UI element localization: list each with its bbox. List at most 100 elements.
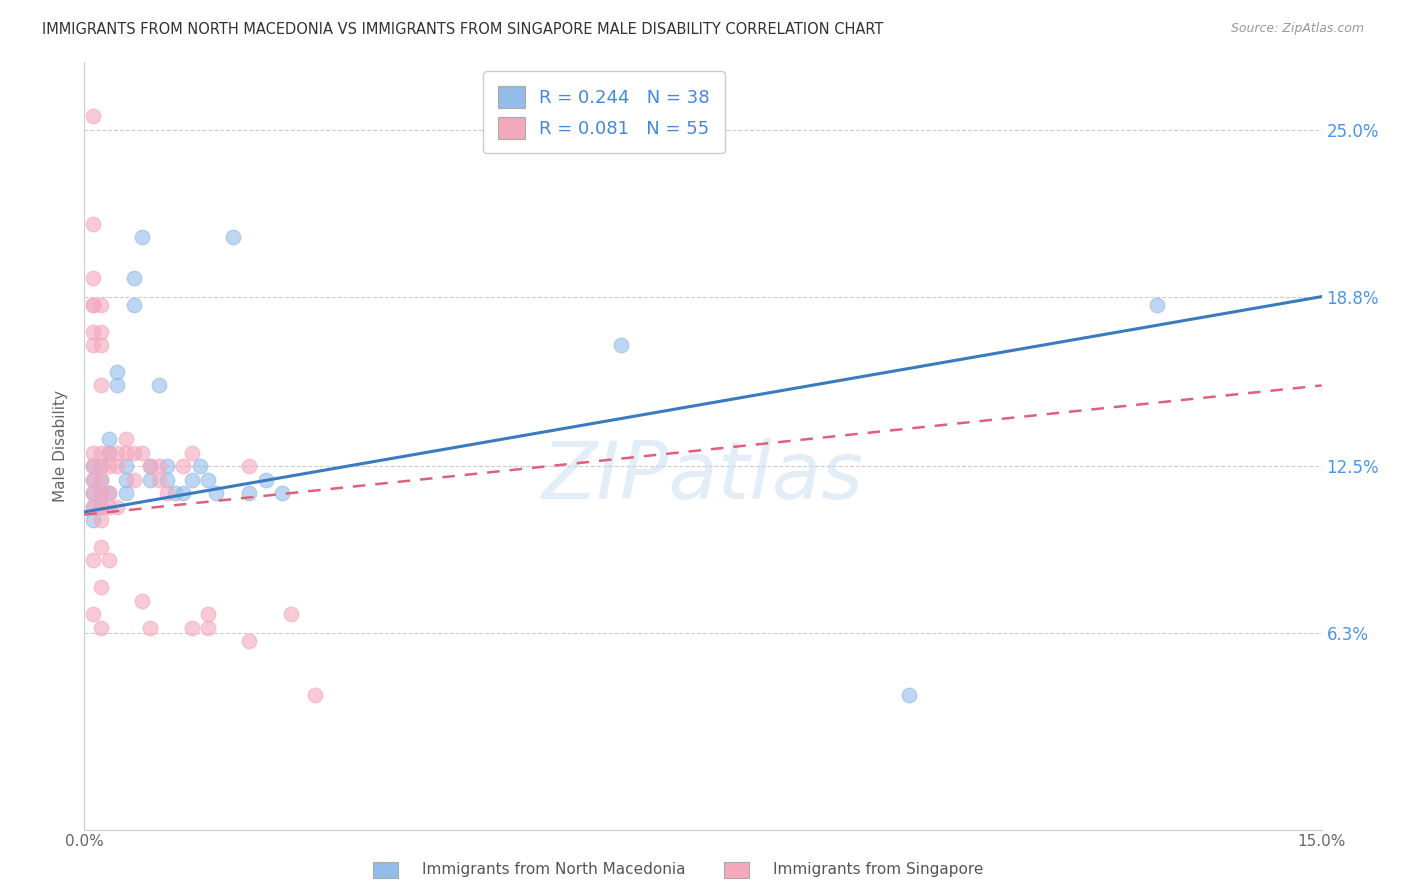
Point [105, 378, 128, 392]
Point [131, 594, 153, 608]
Point [105, 500, 128, 514]
Point [82, 473, 104, 487]
Point [90, 621, 112, 635]
Point [105, 459, 128, 474]
Point [82, 473, 104, 487]
Point [205, 486, 228, 500]
Point [139, 459, 162, 474]
Point [122, 270, 145, 285]
Text: Source: ZipAtlas.com: Source: ZipAtlas.com [1230, 22, 1364, 36]
Point [98, 486, 121, 500]
Point [180, 446, 202, 460]
Point [122, 446, 145, 460]
Point [172, 486, 194, 500]
Point [82, 446, 104, 460]
Point [139, 459, 162, 474]
Point [98, 432, 121, 446]
Point [114, 459, 136, 474]
Point [898, 688, 921, 702]
Point [280, 607, 302, 622]
Point [105, 446, 128, 460]
Point [105, 365, 128, 379]
Point [122, 473, 145, 487]
FancyBboxPatch shape [724, 862, 749, 878]
Point [148, 378, 170, 392]
Point [82, 109, 104, 123]
Point [98, 500, 121, 514]
Point [114, 486, 136, 500]
Point [82, 486, 104, 500]
Point [98, 459, 121, 474]
Point [238, 459, 260, 474]
Point [90, 325, 112, 339]
Point [197, 607, 219, 622]
Point [82, 500, 104, 514]
Point [82, 217, 104, 231]
Point [82, 500, 104, 514]
Point [90, 459, 112, 474]
Point [82, 607, 104, 622]
Point [139, 621, 162, 635]
Point [90, 486, 112, 500]
Point [1146, 298, 1168, 312]
Point [165, 486, 187, 500]
Point [82, 270, 104, 285]
Point [90, 540, 112, 554]
Point [90, 446, 112, 460]
Point [156, 459, 179, 474]
Point [90, 486, 112, 500]
Text: Immigrants from North Macedonia: Immigrants from North Macedonia [422, 863, 685, 877]
Point [122, 298, 145, 312]
Text: IMMIGRANTS FROM NORTH MACEDONIA VS IMMIGRANTS FROM SINGAPORE MALE DISABILITY COR: IMMIGRANTS FROM NORTH MACEDONIA VS IMMIG… [42, 22, 883, 37]
Text: ZIPatlas: ZIPatlas [541, 438, 865, 516]
Point [172, 459, 194, 474]
Point [238, 634, 260, 648]
Point [90, 298, 112, 312]
Point [82, 325, 104, 339]
Point [197, 473, 219, 487]
Point [90, 378, 112, 392]
Point [188, 459, 211, 474]
Point [90, 513, 112, 527]
Point [82, 338, 104, 352]
Point [82, 459, 104, 474]
Point [304, 688, 326, 702]
Point [148, 459, 170, 474]
Point [98, 486, 121, 500]
Y-axis label: Male Disability: Male Disability [53, 390, 69, 502]
Point [222, 230, 245, 244]
Point [197, 621, 219, 635]
Text: Immigrants from Singapore: Immigrants from Singapore [773, 863, 984, 877]
Point [180, 621, 202, 635]
Point [271, 486, 294, 500]
Point [90, 580, 112, 594]
Point [82, 486, 104, 500]
Point [609, 338, 631, 352]
Point [139, 473, 162, 487]
Point [90, 473, 112, 487]
Point [90, 473, 112, 487]
Point [148, 473, 170, 487]
Point [82, 459, 104, 474]
Point [90, 500, 112, 514]
Point [156, 486, 179, 500]
Point [90, 500, 112, 514]
Point [156, 473, 179, 487]
Point [82, 513, 104, 527]
Point [180, 473, 202, 487]
Point [82, 298, 104, 312]
Legend: R = 0.244   N = 38, R = 0.081   N = 55: R = 0.244 N = 38, R = 0.081 N = 55 [484, 71, 724, 153]
Point [98, 446, 121, 460]
Point [131, 230, 153, 244]
Point [131, 446, 153, 460]
Point [114, 473, 136, 487]
FancyBboxPatch shape [373, 862, 398, 878]
Point [98, 446, 121, 460]
Point [82, 298, 104, 312]
Point [114, 446, 136, 460]
Point [238, 486, 260, 500]
Point [82, 553, 104, 567]
Point [254, 473, 277, 487]
Point [90, 459, 112, 474]
Point [114, 432, 136, 446]
